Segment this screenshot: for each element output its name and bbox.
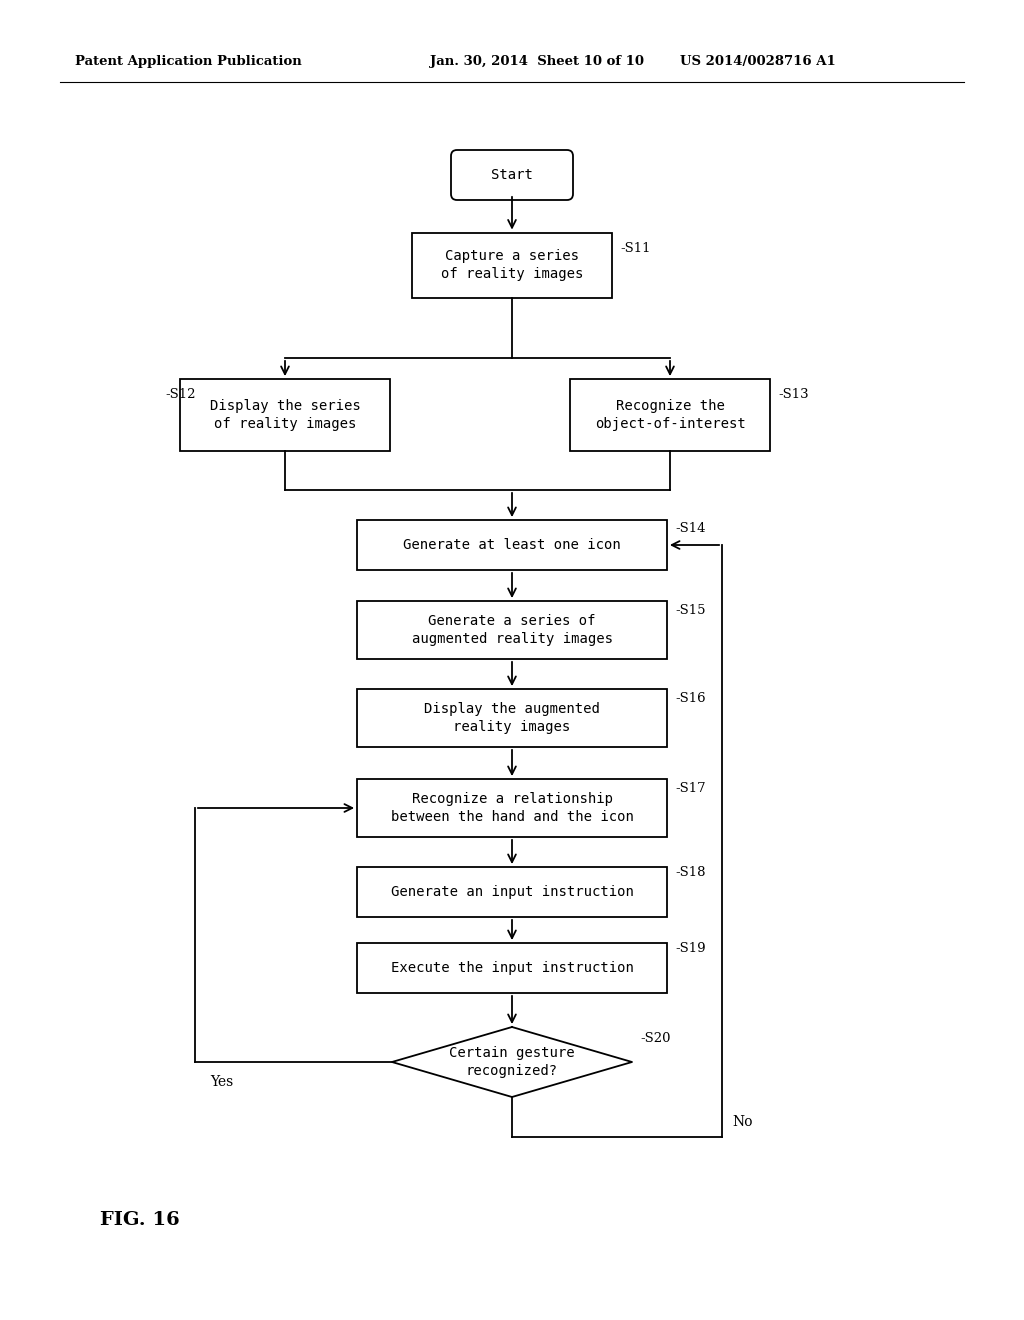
Text: No: No [732,1115,753,1129]
Text: FIG. 16: FIG. 16 [100,1210,180,1229]
Text: Recognize the
object-of-interest: Recognize the object-of-interest [595,399,745,432]
Text: -S18: -S18 [675,866,706,879]
Text: Generate an input instruction: Generate an input instruction [390,884,634,899]
Text: -S14: -S14 [675,521,706,535]
Text: Display the augmented
reality images: Display the augmented reality images [424,702,600,734]
Bar [357,942,667,993]
Text: Yes: Yes [210,1074,233,1089]
Text: -S15: -S15 [675,603,706,616]
Text: Capture a series
of reality images: Capture a series of reality images [440,248,584,281]
Bar [412,232,612,297]
Bar [357,520,667,570]
Text: -S20: -S20 [640,1031,671,1044]
Text: Patent Application Publication: Patent Application Publication [75,55,302,69]
Text: -S16: -S16 [675,692,706,705]
Text: -S12: -S12 [165,388,196,401]
Bar [180,379,390,451]
Text: Generate a series of
augmented reality images: Generate a series of augmented reality i… [412,614,612,647]
Text: -S11: -S11 [620,242,650,255]
Text: Jan. 30, 2014  Sheet 10 of 10: Jan. 30, 2014 Sheet 10 of 10 [430,55,644,69]
Text: Display the series
of reality images: Display the series of reality images [210,399,360,432]
Bar [357,689,667,747]
Text: -S17: -S17 [675,781,706,795]
Text: US 2014/0028716 A1: US 2014/0028716 A1 [680,55,836,69]
Text: -S13: -S13 [778,388,809,401]
Text: Generate at least one icon: Generate at least one icon [403,539,621,552]
FancyBboxPatch shape [451,150,573,201]
Text: Start: Start [492,168,532,182]
Bar [357,779,667,837]
Text: -S19: -S19 [675,941,706,954]
Text: Execute the input instruction: Execute the input instruction [390,961,634,975]
Text: Certain gesture
recognized?: Certain gesture recognized? [450,1045,574,1078]
Bar [357,867,667,917]
Bar [570,379,770,451]
Text: Recognize a relationship
between the hand and the icon: Recognize a relationship between the han… [390,792,634,824]
Bar [357,601,667,659]
